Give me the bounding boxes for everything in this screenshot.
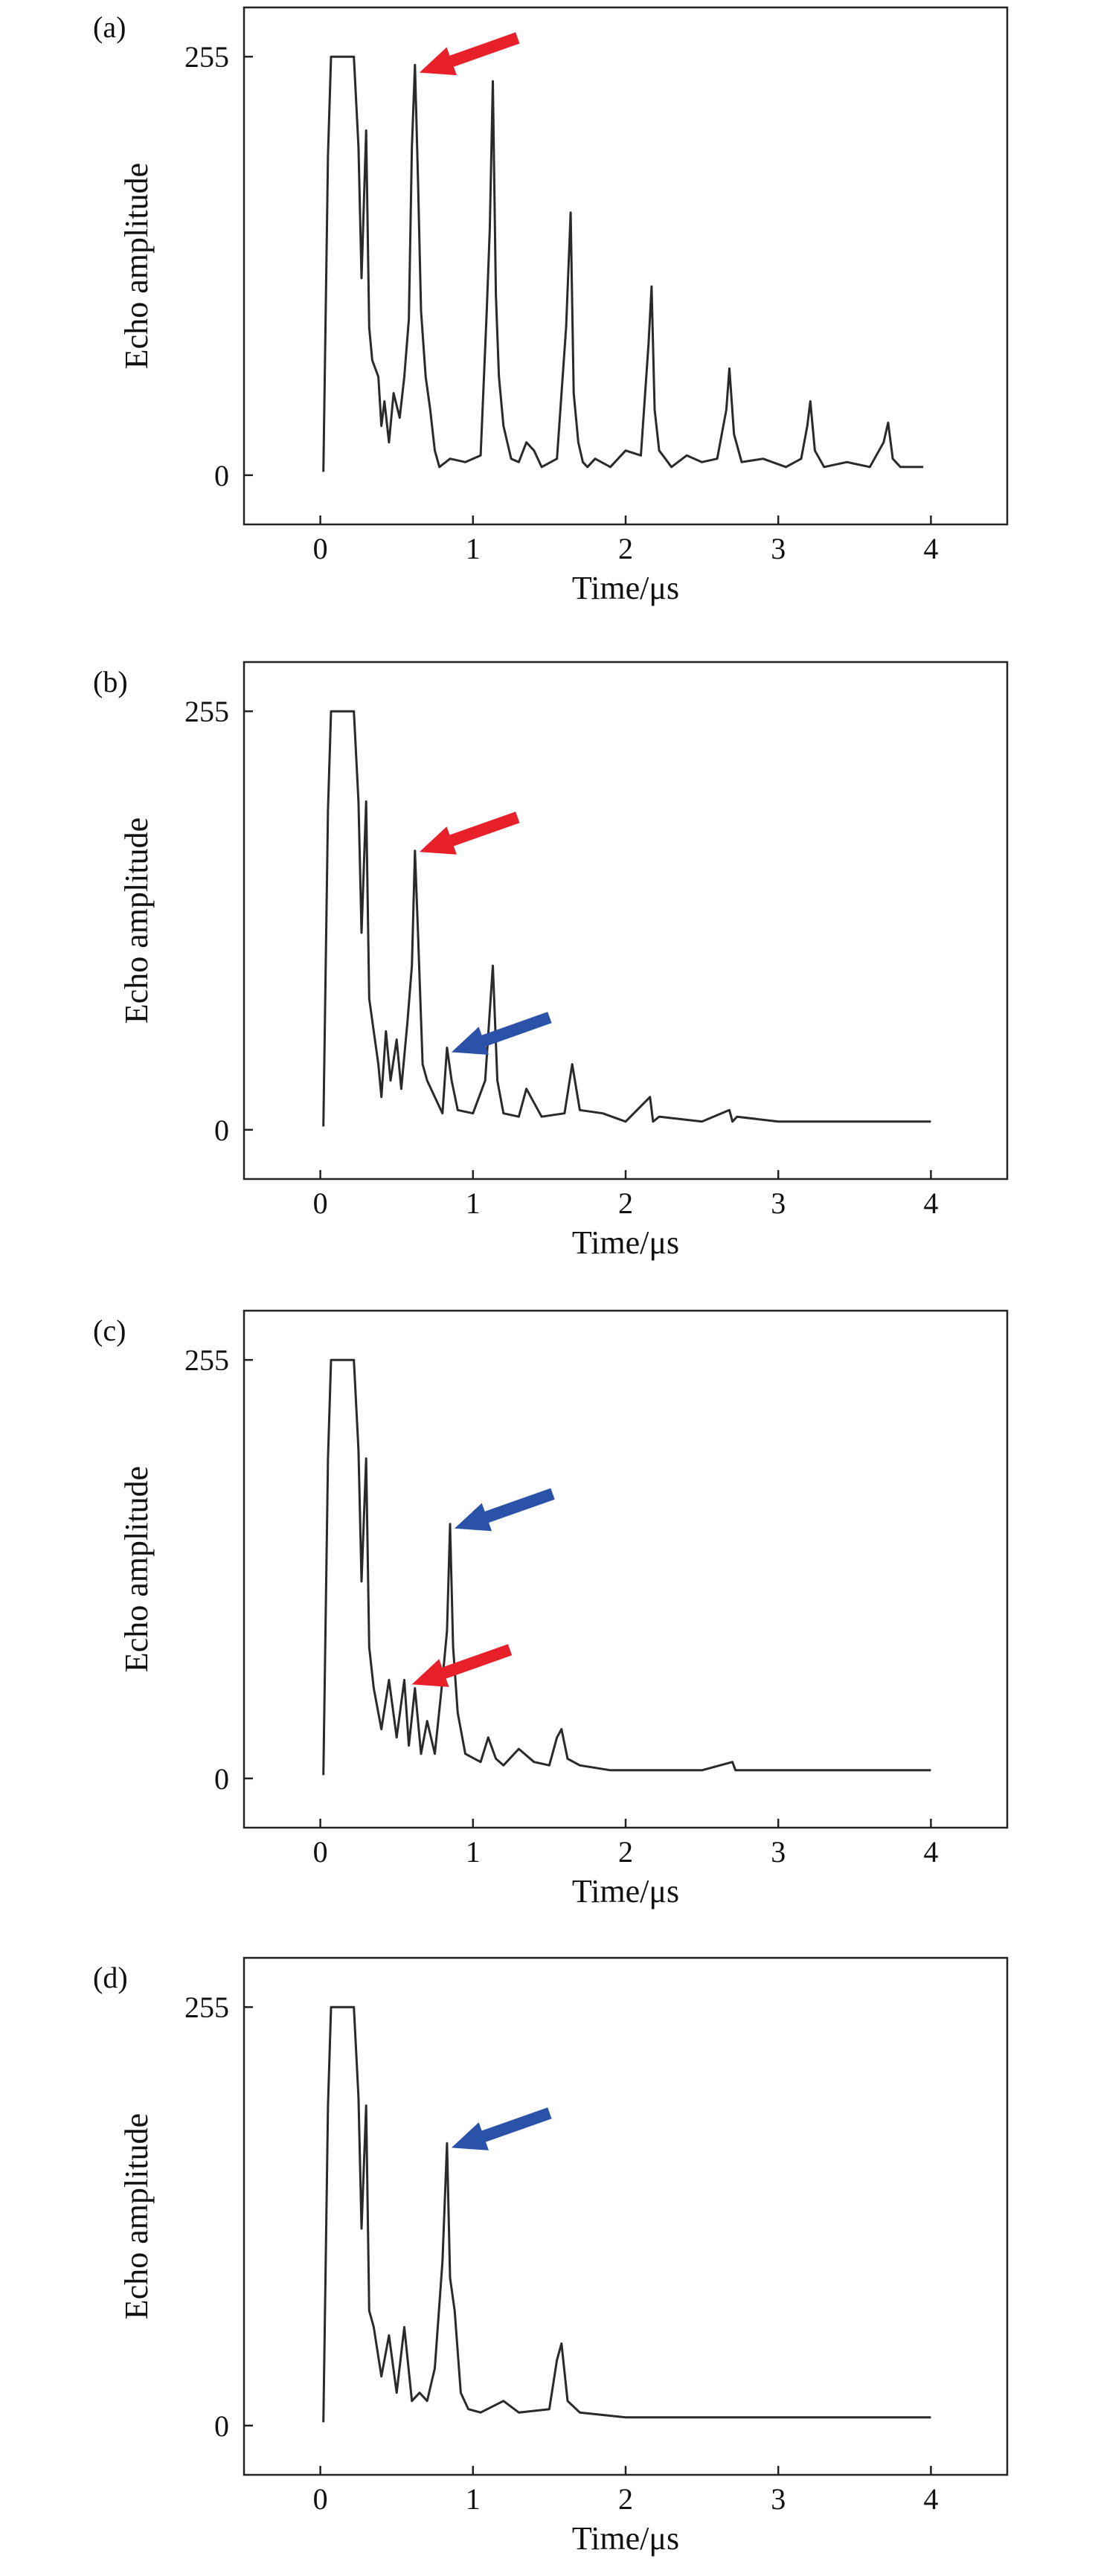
y-axis-title: Echo amplitude — [118, 2113, 155, 2319]
y-tick-label: 255 — [184, 1343, 229, 1377]
y-tick-label: 255 — [184, 1991, 229, 2024]
chart-panel: (c) 0 1 2 3 4 0 255 Time/μs Echo amplitude — [93, 1309, 1009, 1909]
x-tick-label: 3 — [771, 2482, 786, 2516]
y-tick-label: 0 — [214, 1762, 229, 1796]
x-tick-label: 4 — [923, 532, 938, 565]
x-tick-label: 4 — [923, 1835, 938, 1869]
x-tick-label: 0 — [313, 2482, 328, 2516]
echo-trace — [322, 55, 924, 472]
plot-frame — [243, 6, 1009, 526]
x-axis-title: Time/μs — [572, 570, 679, 606]
annotation-arrow — [419, 32, 520, 76]
chart-panel: (b) 0 1 2 3 4 0 255 Time/μs Echo amplitude — [93, 661, 1009, 1261]
y-axis-title: Echo amplitude — [118, 818, 155, 1024]
y-tick-label: 255 — [184, 40, 229, 74]
x-tick-label: 1 — [466, 2482, 481, 2516]
y-axis-title: Echo amplitude — [118, 163, 155, 369]
x-tick-label: 3 — [771, 1835, 786, 1869]
y-tick-label: 0 — [214, 2409, 229, 2443]
x-tick-label: 2 — [618, 2482, 633, 2516]
x-tick-label: 1 — [466, 1186, 481, 1220]
x-tick-label: 2 — [618, 532, 633, 565]
x-tick-label: 0 — [313, 1186, 328, 1220]
annotation-arrow — [451, 1012, 552, 1055]
y-tick-label: 0 — [214, 1114, 229, 1147]
x-tick-label: 3 — [771, 532, 786, 565]
x-tick-label: 2 — [618, 1835, 633, 1869]
y-tick-label: 255 — [184, 695, 229, 728]
panel-label: (a) — [93, 10, 126, 44]
panel-label: (d) — [93, 1961, 128, 1994]
echo-trace — [322, 1358, 931, 1776]
plot-frame — [243, 661, 1009, 1181]
plot-frame — [243, 1956, 1009, 2476]
x-tick-label: 4 — [923, 1186, 938, 1220]
panel-label: (b) — [93, 665, 128, 698]
annotation-arrow — [419, 812, 520, 855]
x-tick-label: 4 — [923, 2482, 938, 2516]
x-tick-label: 0 — [313, 1835, 328, 1869]
echo-trace — [322, 2005, 931, 2423]
y-axis-title: Echo amplitude — [118, 1466, 155, 1672]
annotation-arrow — [411, 1644, 513, 1687]
panel-label: (c) — [93, 1314, 126, 1347]
annotation-arrow — [451, 2107, 552, 2151]
x-axis-title: Time/μs — [572, 1224, 679, 1261]
annotation-arrow — [455, 1488, 555, 1532]
x-axis-title: Time/μs — [572, 1873, 679, 1909]
plot-frame — [243, 1309, 1009, 1829]
x-tick-label: 2 — [618, 1186, 633, 1220]
chart-panel: (d) 0 1 2 3 4 0 255 Time/μs Echo amplitude — [93, 1956, 1009, 2557]
x-tick-label: 1 — [466, 1835, 481, 1869]
chart-panel: (a) 0 1 2 3 4 0 255 Time/μs Echo amplitude — [93, 6, 1009, 606]
x-tick-label: 0 — [313, 532, 328, 565]
y-tick-label: 0 — [214, 459, 229, 492]
x-axis-title: Time/μs — [572, 2520, 679, 2557]
x-tick-label: 1 — [466, 532, 481, 565]
echo-trace — [322, 710, 931, 1127]
x-tick-label: 3 — [771, 1186, 786, 1220]
